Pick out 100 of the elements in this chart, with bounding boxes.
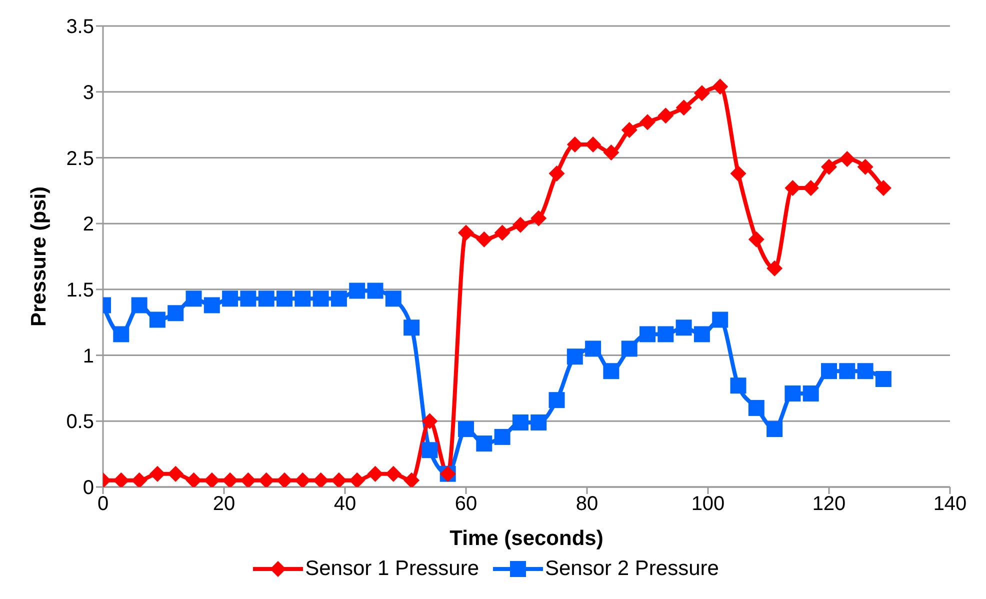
point (330, 472, 347, 487)
point (312, 290, 329, 307)
point (276, 472, 292, 487)
point (676, 320, 692, 336)
point (186, 472, 202, 487)
point (748, 400, 764, 416)
point (349, 472, 366, 487)
point (802, 385, 819, 402)
point (404, 320, 420, 336)
point (222, 290, 238, 307)
point (131, 472, 148, 487)
point (367, 466, 384, 482)
y-tick-label: 1 (82, 345, 94, 368)
point (294, 290, 311, 307)
y-tick-label: 2.5 (66, 148, 94, 170)
point (168, 466, 184, 482)
point (839, 363, 856, 380)
point (566, 136, 583, 153)
point (330, 290, 347, 307)
point (839, 151, 856, 168)
point (802, 180, 819, 196)
point (385, 466, 402, 482)
point (422, 442, 438, 458)
point (585, 136, 602, 153)
x-tick-label: 100 (691, 493, 725, 516)
point (404, 472, 420, 487)
x-tick-label: 80 (576, 493, 598, 516)
point (222, 472, 238, 487)
point (113, 472, 130, 487)
point (875, 370, 892, 387)
point (784, 385, 801, 402)
point (857, 363, 874, 380)
point (730, 378, 746, 394)
point (548, 392, 565, 408)
point (566, 348, 583, 365)
point (658, 326, 674, 342)
point (530, 414, 547, 430)
point (458, 421, 474, 438)
point (585, 340, 602, 357)
point (294, 472, 311, 487)
point (603, 144, 620, 160)
point (476, 231, 492, 248)
point (766, 421, 783, 438)
point (640, 114, 656, 130)
y-tick-label: 1.5 (66, 280, 94, 302)
point (512, 414, 528, 430)
y-tick-label: 2 (82, 214, 94, 236)
point (276, 290, 292, 307)
point (367, 282, 384, 299)
point (730, 166, 746, 182)
point (512, 216, 528, 233)
legend-label: Sensor 1 Pressure (304, 557, 479, 580)
x-tick-label: 120 (812, 493, 846, 516)
point (621, 122, 638, 138)
point (476, 436, 492, 452)
point (458, 224, 474, 241)
point (494, 224, 510, 241)
y-tick-label: 0 (82, 477, 94, 500)
point (712, 78, 728, 95)
point (676, 100, 692, 116)
legend-label: Sensor 2 Pressure (544, 557, 719, 580)
point (240, 290, 256, 307)
x-tick-label: 140 (933, 493, 967, 516)
point (821, 158, 837, 175)
point (204, 297, 220, 314)
point (204, 472, 220, 487)
point (784, 180, 801, 196)
point (240, 472, 256, 487)
point (748, 231, 764, 248)
point (621, 340, 638, 357)
point (603, 363, 620, 380)
point (149, 466, 166, 482)
point (385, 290, 402, 307)
point (113, 326, 130, 342)
point (875, 180, 892, 196)
point (530, 210, 547, 226)
point (312, 472, 329, 487)
point (694, 85, 710, 102)
point (258, 472, 274, 487)
point (712, 312, 728, 328)
point (258, 290, 274, 307)
point (131, 297, 148, 314)
point (640, 326, 656, 342)
point (186, 290, 202, 307)
point (694, 326, 710, 342)
x-tick-label: 60 (454, 493, 478, 516)
x-axis-title: Time (seconds) (450, 527, 604, 550)
point (422, 413, 438, 430)
x-tick-label: 20 (212, 493, 236, 516)
point (821, 363, 837, 380)
x-tick-label: 40 (334, 493, 356, 516)
point (494, 428, 510, 445)
point (658, 108, 674, 124)
y-tick-label: 0.5 (66, 411, 94, 434)
point (349, 282, 366, 299)
y-axis-title: Pressure (psi) (27, 186, 50, 327)
x-tick-label: 0 (97, 493, 109, 516)
y-tick-label: 3 (82, 82, 94, 104)
point (548, 166, 565, 182)
point (766, 260, 783, 276)
